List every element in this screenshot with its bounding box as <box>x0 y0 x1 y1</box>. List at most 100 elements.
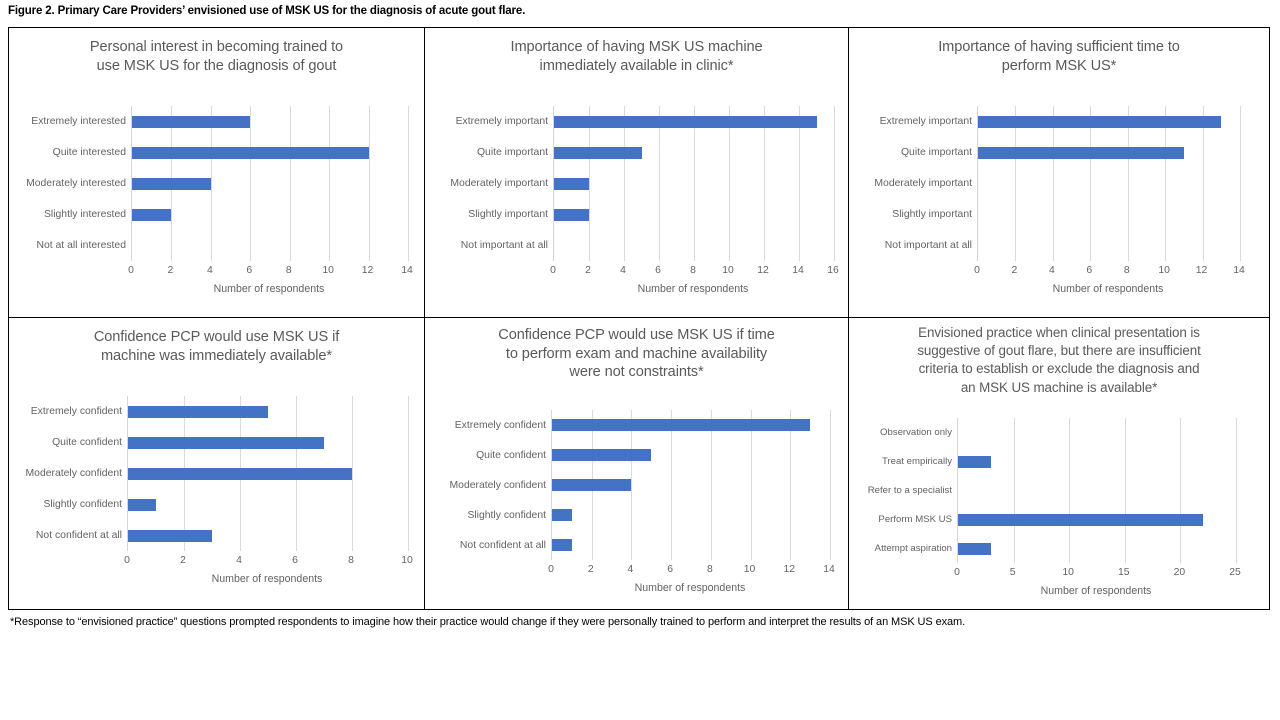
y-axis-tick-label: Slightly important <box>892 209 972 220</box>
bar-row <box>554 168 833 199</box>
x-axis-tick-label: 2 <box>1011 265 1018 276</box>
x-axis-tick-label: 15 <box>1118 567 1130 578</box>
bar <box>554 208 589 221</box>
x-axis-tick-label: 12 <box>783 564 796 575</box>
x-axis-tick-label: 8 <box>1123 265 1130 276</box>
bar <box>552 419 811 431</box>
y-axis-tick-label: Treat empirically <box>881 456 952 467</box>
bar-row <box>554 106 833 137</box>
chart-panel-1: Personal interest in becoming trained to… <box>9 28 425 318</box>
chart-title-line: were not constraints* <box>569 364 704 381</box>
bar-row <box>958 505 1235 534</box>
gridline <box>799 106 800 261</box>
gridline <box>790 410 792 560</box>
chart-title-line: Personal interest in becoming trained to <box>89 39 344 55</box>
gridline <box>729 106 730 261</box>
x-axis-tick-label: 16 <box>827 265 839 276</box>
gridline <box>750 410 752 560</box>
x-axis-tick-label: 12 <box>361 265 374 276</box>
x-axis-title: Number of respondents <box>211 573 323 585</box>
bar-row <box>978 230 1239 261</box>
gridline <box>671 410 673 560</box>
gridline <box>710 410 712 560</box>
bar <box>958 542 992 555</box>
bar-series <box>128 396 407 551</box>
chart-6: Envisioned practice when clinical presen… <box>849 318 1269 609</box>
chart-panel-3: Importance of having sufficient time to p… <box>849 28 1269 318</box>
chart-title-line: Importance of having sufficient time to <box>938 39 1180 55</box>
bar <box>554 115 817 128</box>
x-axis: 0 2 4 6 8 10 12 14 <box>128 265 413 281</box>
x-axis-title: Number of respondents <box>1040 585 1152 597</box>
bar <box>958 513 1203 526</box>
chart-1: Personal interest in becoming trained to… <box>9 28 424 317</box>
gridline <box>250 106 252 261</box>
bar-series <box>554 106 833 261</box>
x-axis-tick-label: 10 <box>322 265 334 276</box>
bar-row <box>128 489 407 520</box>
x-axis: 0 2 4 6 8 10 <box>124 555 413 571</box>
chart-2: Importance of having MSK US machine immed… <box>425 28 848 317</box>
gridlines <box>978 106 1241 261</box>
x-axis-tick-label: 10 <box>1062 567 1074 578</box>
bar <box>552 509 572 521</box>
chart-4: Confidence PCP would use MSK US if machin… <box>9 318 424 609</box>
plot-area <box>957 418 1237 563</box>
y-axis-tick-label: Extremely interested <box>31 116 126 127</box>
chart-title: Personal interest in becoming trained to… <box>15 38 418 75</box>
x-axis-tick-label: 14 <box>1233 265 1245 276</box>
chart-panel-6: Envisioned practice when clinical presen… <box>849 318 1269 609</box>
figure-caption: Figure 2. Primary Care Providers’ envisi… <box>8 5 526 17</box>
bar <box>132 208 172 221</box>
x-axis-tick-label: 8 <box>706 564 713 575</box>
bar-row <box>554 199 833 230</box>
bar-series <box>552 410 829 560</box>
y-axis-tick-label: Quite interested <box>52 147 126 158</box>
plot-area <box>553 106 835 261</box>
y-axis-category-labels: Extremely interested Quite interested Mode… <box>9 106 131 261</box>
y-axis-tick-label: Extremely important <box>455 116 548 127</box>
bar <box>552 539 572 551</box>
plot-area <box>131 106 409 261</box>
bar-row <box>958 447 1235 476</box>
x-axis-title: Number of respondents <box>213 283 325 295</box>
figure-panel-grid: Personal interest in becoming trained to… <box>8 27 1270 610</box>
chart-title-line: Confidence PCP would use MSK US if <box>93 329 340 345</box>
y-axis-tick-label: Moderately confident <box>449 479 546 491</box>
x-axis-tick-label: 12 <box>757 265 769 276</box>
chart-title: Envisioned practice when clinical presen… <box>855 324 1263 397</box>
x-axis-tick-label: 4 <box>620 265 626 276</box>
x-axis-title: Number of respondents <box>637 283 749 295</box>
x-axis-tick-label: 0 <box>124 555 130 566</box>
x-axis-tick-label: 2 <box>180 555 186 566</box>
bar-row <box>978 106 1239 137</box>
y-axis-tick-label: Extremely important <box>879 116 972 127</box>
bar <box>978 146 1184 159</box>
gridlines <box>958 418 1237 563</box>
bar <box>128 529 212 542</box>
y-axis-tick-label: Not confident at all <box>459 539 546 551</box>
gridline <box>408 396 409 551</box>
y-axis-tick-label: Quite confident <box>476 449 546 461</box>
x-axis-tick-label: 4 <box>627 564 634 575</box>
y-axis-tick-label: Not confident at all <box>35 530 122 541</box>
bar-row <box>132 137 407 168</box>
x-axis-tick-label: 0 <box>128 265 134 276</box>
chart-title: Importance of having MSK US machine immed… <box>431 38 842 75</box>
y-axis-tick-label: Quite confident <box>52 437 122 448</box>
y-axis-tick-label: Moderately important <box>450 178 548 189</box>
bar-row <box>128 427 407 458</box>
figure-footnote: *Response to “envisioned practice” quest… <box>10 616 966 628</box>
x-axis-tick-label: 10 <box>1158 265 1170 276</box>
bar <box>128 498 156 511</box>
bar-row <box>978 168 1239 199</box>
x-axis-tick-label: 25 <box>1229 567 1241 578</box>
y-axis-tick-label: Slightly confident <box>467 509 546 521</box>
y-axis-tick-label: Not important at all <box>884 240 972 251</box>
x-axis-tick-label: 14 <box>401 265 413 276</box>
y-axis-tick-label: Extremely confident <box>30 406 122 417</box>
y-axis-tick-label: Moderately important <box>874 178 972 189</box>
y-axis-tick-label: Quite important <box>476 147 548 158</box>
chart-panel-5: Confidence PCP would use MSK US if time t… <box>425 318 849 609</box>
